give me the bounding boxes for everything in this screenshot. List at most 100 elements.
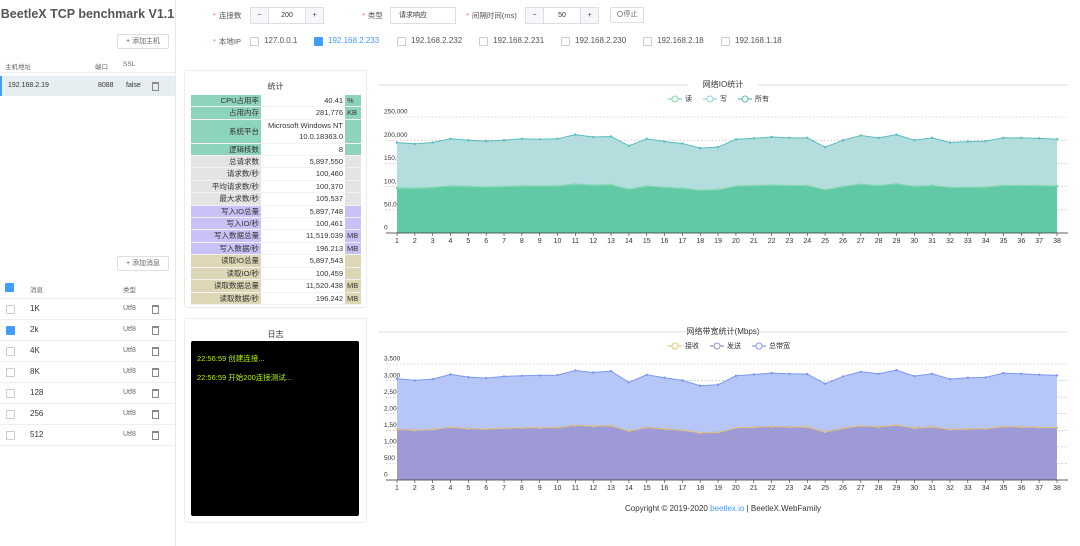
delete-icon[interactable]: [152, 305, 159, 314]
message-checkbox[interactable]: [6, 326, 15, 335]
host-row[interactable]: [0, 76, 175, 96]
stats-value: 40.41: [261, 95, 345, 108]
stats-row: 逻辑核数 8: [191, 143, 361, 157]
data-point: [663, 427, 666, 431]
data-point: [966, 140, 970, 143]
plus-button[interactable]: +: [580, 7, 599, 24]
delete-icon[interactable]: [152, 410, 159, 419]
data-point: [1037, 426, 1041, 429]
y-tick-label: 2,000: [384, 405, 401, 412]
data-point: [859, 424, 862, 428]
row-divider: [0, 382, 175, 383]
x-tick-label: 30: [910, 238, 918, 245]
message-checkbox[interactable]: [6, 410, 15, 419]
x-tick-label: 19: [714, 238, 722, 245]
stats-row: 总请求数 5,897,550: [191, 155, 361, 169]
data-point: [788, 425, 791, 429]
x-tick-label: 16: [661, 238, 669, 245]
number-input[interactable]: 50: [543, 7, 581, 24]
x-tick-label: 8: [520, 238, 524, 245]
delete-icon[interactable]: [152, 389, 159, 398]
message-type: Utf8: [123, 410, 136, 417]
delete-icon[interactable]: [152, 82, 159, 91]
delete-icon[interactable]: [152, 347, 159, 356]
x-tick-label: 38: [1053, 485, 1061, 492]
add-host-button[interactable]: + 添加主机: [117, 34, 169, 49]
log-line: 22:56:59 开始200连接测试...: [197, 373, 293, 382]
minus-button[interactable]: −: [250, 7, 269, 24]
x-tick-label: 10: [554, 485, 562, 492]
minus-button[interactable]: −: [525, 7, 544, 24]
data-point: [1037, 137, 1041, 140]
row-divider: [0, 340, 175, 341]
ip-option: 192.168.2.230: [575, 36, 627, 45]
stats-label: 写入IO总量: [191, 205, 261, 219]
message-checkbox[interactable]: [6, 347, 15, 356]
stats-unit: [345, 143, 361, 157]
number-input[interactable]: 200: [268, 7, 306, 24]
stats-value: 5,897,550: [261, 155, 345, 169]
message-checkbox[interactable]: [6, 389, 15, 398]
ip-checkbox[interactable]: [397, 37, 406, 46]
add-message-button[interactable]: + 添加消息: [117, 256, 169, 271]
delete-icon[interactable]: [152, 368, 159, 377]
x-tick-label: 16: [661, 485, 669, 492]
stats-row: 读取数据总量 11,520.438 MB: [191, 279, 361, 293]
message-checkbox[interactable]: [6, 305, 15, 314]
data-point: [645, 373, 648, 376]
area: [397, 424, 1057, 480]
required-mark: *: [362, 11, 365, 20]
delete-icon[interactable]: [152, 431, 159, 440]
plus-button[interactable]: +: [305, 7, 324, 24]
ip-checkbox[interactable]: [250, 37, 259, 46]
data-point: [431, 428, 434, 431]
ip-checkbox[interactable]: [314, 37, 323, 46]
delete-icon[interactable]: [152, 326, 159, 335]
x-tick-label: 37: [1035, 485, 1043, 492]
data-point: [502, 185, 506, 188]
stats-label: 读取数据/秒: [191, 292, 261, 305]
data-point: [716, 431, 720, 434]
data-point: [484, 139, 488, 143]
data-point: [788, 136, 791, 140]
data-point: [930, 372, 934, 375]
stats-label: 逻辑核数: [191, 143, 261, 157]
data-point: [574, 369, 577, 372]
footer-link[interactable]: beetlex.io: [710, 504, 745, 513]
host-cell: 8088: [98, 82, 114, 89]
stats-value: 8: [261, 143, 345, 157]
data-point: [1037, 373, 1041, 376]
data-point: [841, 185, 845, 188]
x-tick-label: 35: [1000, 485, 1008, 492]
stop-button[interactable]: 停止: [610, 7, 644, 23]
data-point: [502, 375, 506, 378]
chart-title: 网络带宽统计(Mbps): [687, 326, 760, 336]
y-tick-label: 0: [384, 472, 388, 479]
ip-checkbox[interactable]: [643, 37, 652, 46]
data-point: [841, 375, 845, 378]
stats-unit: [345, 119, 361, 144]
ip-checkbox[interactable]: [721, 37, 730, 46]
stats-label: 总请求数: [191, 155, 261, 169]
x-tick-label: 1: [395, 238, 399, 245]
data-point: [877, 425, 880, 429]
ip-checkbox[interactable]: [479, 37, 488, 46]
message-name: 4K: [30, 346, 40, 355]
type-select[interactable]: 请求响应: [390, 7, 456, 24]
data-point: [413, 379, 417, 382]
x-tick-label: 3: [431, 485, 435, 492]
data-point: [574, 424, 577, 427]
row-divider: [0, 403, 175, 404]
x-tick-label: 24: [803, 238, 811, 245]
data-point: [930, 184, 934, 187]
message-name: 1K: [30, 304, 40, 313]
select-all-checkbox[interactable]: [5, 283, 14, 292]
data-point: [574, 183, 577, 186]
stats-value: 100,461: [261, 217, 345, 231]
data-point: [467, 375, 470, 379]
message-checkbox[interactable]: [6, 368, 15, 377]
data-point: [948, 141, 952, 144]
message-checkbox[interactable]: [6, 431, 15, 440]
ip-checkbox[interactable]: [561, 37, 570, 46]
data-point: [877, 372, 880, 375]
